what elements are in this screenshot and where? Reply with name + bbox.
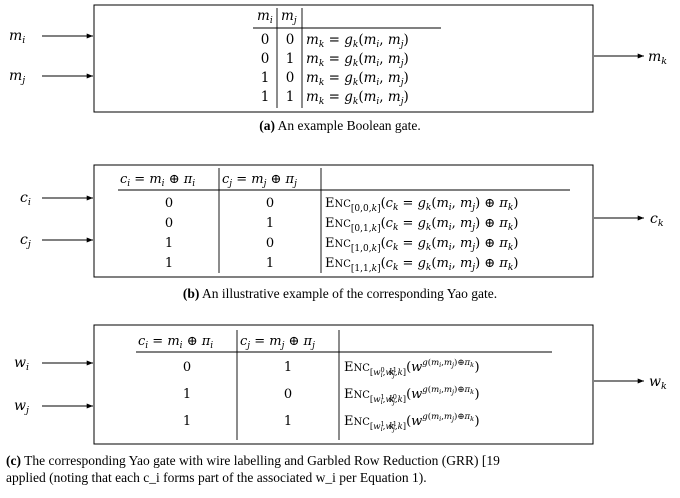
gate-a-row: 0 1 mk = gk(mi, mj) [261,51,409,69]
gate-a-row: 1 0 mk = gk(mi, mj) [261,70,409,88]
gate-a-cell: 1 [261,70,270,86]
gate-a-output-label: mk [648,49,667,67]
gate-c-cell: 1 [183,414,191,429]
gate-c-input-i: wi [14,355,93,373]
gate-b-cell: 0 [266,196,274,211]
gate-b-header-cj: cj = mj ⊕ πj [222,172,297,189]
gate-c-row: 1 1 ENC[w1 i,w1 j,k](wg(mi,mj)⊕πk k) [183,411,480,433]
gate-a-input-j-label: mj [9,68,25,86]
gate-b-output-label: ck [650,211,664,229]
gate-c-expr: ENC[w1 i,w1 j,k](wg(mi,mj)⊕πk k) [344,411,480,433]
gate-b-cell: 1 [165,256,173,271]
gate-a-input-j: mj [9,68,93,86]
caption-a: (a) An example Boolean gate. [0,118,680,134]
gate-a: mi mj mk mi mj 0 0 mk = gk(mi, mj) 0 [9,4,667,113]
gate-b-input-i: ci [20,190,93,208]
gate-c-cell: 1 [183,387,191,402]
gate-b-cell: 1 [165,236,173,251]
gate-b-expr: ENC[0,1,k](ck = gk(mi, mj) ⊕ πk) [325,216,518,234]
gate-a-input-i-label: mi [9,28,25,46]
gate-a-cell: 1 [261,89,270,105]
caption-a-label: (a) [259,118,275,133]
gate-c-output: wk [594,374,667,392]
gate-a-cell: 1 [286,51,295,67]
gate-b-cell: 1 [266,256,274,271]
gate-c-expr: ENC[w0 i,w1 j,k](wg(mi,mj)⊕πk k) [344,357,480,379]
caption-a-text: An example Boolean gate. [277,118,421,133]
gate-c-input-i-label: wi [14,355,29,373]
gate-b-row: 0 1 ENC[0,1,k](ck = gk(mi, mj) ⊕ πk) [165,216,519,234]
gate-c-cell: 1 [284,414,292,429]
gate-b-input-j-label: cj [20,232,31,250]
gate-b-box [93,164,594,278]
gate-c-output-label: wk [649,374,667,392]
gate-c-cell: 1 [284,360,292,375]
gate-a-input-i: mi [9,28,93,46]
gate-a-row: 0 0 mk = gk(mi, mj) [261,32,409,50]
gate-c-input-j-label: wj [14,398,29,416]
gate-b-expr: ENC[1,0,k](ck = gk(mi, mj) ⊕ πk) [325,236,518,254]
gate-a-table: mi mj 0 0 mk = gk(mi, mj) 0 1 mk = gk(mi… [253,8,441,108]
gate-b-input-j: cj [20,232,93,250]
gate-c-box [93,324,594,445]
caption-b: (b) An illustrative example of the corre… [0,286,680,302]
gate-a-cell: 0 [261,32,270,48]
gate-b-header-ci: ci = mi ⊕ πi [120,172,195,189]
gate-a-cell: 0 [286,32,295,48]
gate-b-cell: 0 [165,196,173,211]
gate-b-input-i-label: ci [20,190,31,208]
gate-a-header-mi: mi [257,8,273,26]
gate-c-cell: 0 [183,360,191,375]
gate-a-expr: mk = gk(mi, mj) [306,70,409,88]
gate-a-cell: 0 [261,51,270,67]
gate-a-expr: mk = gk(mi, mj) [306,51,409,69]
gate-a-cell: 0 [286,70,295,86]
caption-c-label: (c) [6,453,21,468]
gate-c-input-j: wj [14,398,93,416]
gate-a-output: mk [594,49,667,67]
gate-b-output: ck [594,211,664,229]
gate-b-row: 1 0 ENC[1,0,k](ck = gk(mi, mj) ⊕ πk) [165,236,519,254]
caption-c-text1: The corresponding Yao gate with wire lab… [24,453,500,468]
gate-b-row: 0 0 ENC[0,0,k](ck = gk(mi, mj) ⊕ πk) [165,196,519,214]
gate-b-expr: ENC[0,0,k](ck = gk(mi, mj) ⊕ πk) [325,196,518,214]
gate-c-expr: ENC[w1 i,w0 j,k](wg(mi,mj)⊕πk k) [344,384,480,406]
gate-c: wi wj wk ci = mi ⊕ πi cj = mj ⊕ πj 0 1 E… [14,324,667,445]
gate-a-header-mj: mj [281,8,297,26]
gate-a-expr: mk = gk(mi, mj) [306,89,409,107]
gate-b-table: ci = mi ⊕ πi cj = mj ⊕ πj 0 0 ENC[0,0,k]… [118,168,570,274]
gate-b-cell: 1 [266,216,274,231]
gate-a-row: 1 1 mk = gk(mi, mj) [261,89,409,107]
gate-a-expr: mk = gk(mi, mj) [306,32,409,50]
gate-c-row: 1 0 ENC[w1 i,w0 j,k](wg(mi,mj)⊕πk k) [183,384,480,406]
caption-b-text: An illustrative example of the correspon… [202,286,498,301]
gate-c-header-cj: cj = mj ⊕ πj [240,334,315,351]
caption-c: (c) The corresponding Yao gate with wire… [6,452,680,486]
gate-b-row: 1 1 ENC[1,1,k](ck = gk(mi, mj) ⊕ πk) [165,256,519,274]
gate-b-cell: 0 [165,216,173,231]
gate-b-cell: 0 [266,236,274,251]
gate-b-expr: ENC[1,1,k](ck = gk(mi, mj) ⊕ πk) [325,256,518,274]
gate-c-row: 0 1 ENC[w0 i,w1 j,k](wg(mi,mj)⊕πk k) [183,357,480,379]
caption-b-label: (b) [182,286,200,301]
gate-c-cell: 0 [284,387,292,402]
gate-c-table: ci = mi ⊕ πi cj = mj ⊕ πj 0 1 ENC[w0 i,w1… [136,330,552,440]
gate-c-header-ci: ci = mi ⊕ πi [138,334,213,351]
gate-a-box [93,4,594,113]
caption-c-line2: applied (noting that each c_i forms part… [6,470,427,485]
gate-a-cell: 1 [286,89,295,105]
gate-b: ci cj ck ci = mi ⊕ πi cj = mj ⊕ πj 0 0 E… [20,164,664,278]
caption-c-line1: (c) The corresponding Yao gate with wire… [6,452,680,469]
